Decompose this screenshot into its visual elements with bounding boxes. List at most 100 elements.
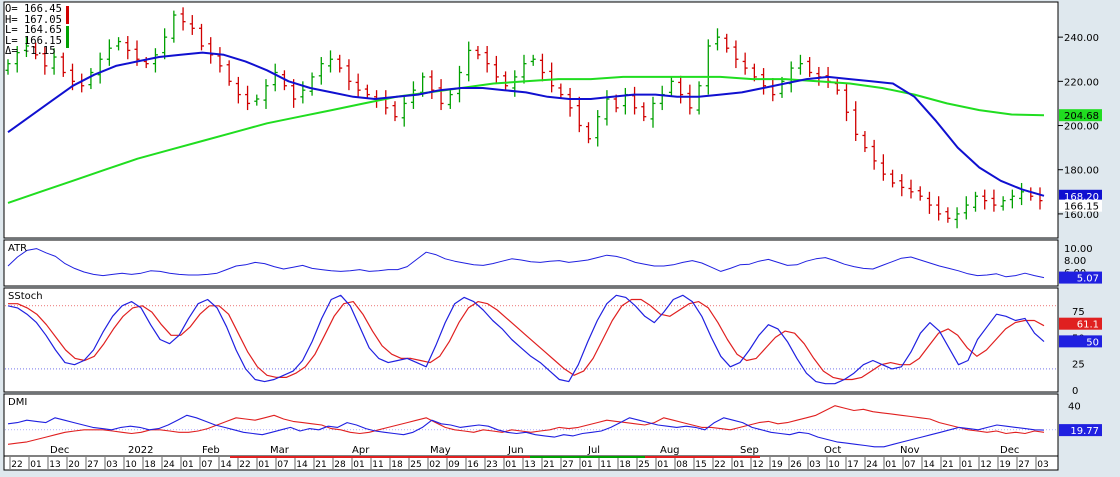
sstoch-d-value-tag: 61.1: [1077, 320, 1099, 331]
x-month-label: May: [430, 445, 451, 456]
x-day-label: 01: [353, 460, 364, 470]
x-day-label: 27: [562, 460, 573, 470]
x-day-label: 16: [467, 460, 479, 470]
price-tick-label: 220.00: [1064, 77, 1099, 88]
x-day-label: 01: [581, 460, 592, 470]
last-price-tag-bg: [1059, 199, 1102, 212]
x-day-label: 02: [429, 460, 440, 470]
x-day-label: 13: [524, 460, 535, 470]
x-day-label: 21: [315, 460, 326, 470]
dmi-panel: [3, 393, 1059, 457]
x-day-label: 18: [144, 460, 156, 470]
x-month-label: Feb: [202, 445, 220, 456]
x-day-label: 03: [809, 460, 820, 470]
moving-average-fast-line: [7, 51, 1045, 197]
ma-slow-value-tag-bg: [1059, 109, 1102, 122]
x-day-label: 26: [790, 460, 802, 470]
x-day-label: 18: [391, 460, 403, 470]
ohlc-change: Δ= -1.15: [5, 45, 56, 58]
x-month-label: Aug: [660, 445, 680, 456]
x-day-label: 13: [49, 460, 60, 470]
x-day-label: 10: [125, 460, 137, 470]
sstoch-panel-label: SStoch: [8, 291, 43, 302]
ma-slow-value-tag: 204.68: [1064, 111, 1099, 122]
sstoch-d-line: [8, 298, 1045, 381]
price-tick-label: 240.00: [1064, 33, 1099, 44]
x-axis-labels: Dec 2022 Feb Mar Apr May Jun Jul Aug Sep Oct Nov Dec…: [9, 445, 1049, 470]
atr-tick-label: 10.00: [1064, 244, 1093, 255]
sstoch-d-value-tag-bg: [1059, 317, 1102, 330]
x-day-label: 01: [885, 460, 896, 470]
price-axis: 240.00 220.00 200.00 180.00 160.00 204.68 168.…: [66, 6, 1102, 221]
x-day-label: 14: [923, 460, 935, 470]
x-day-label: 24: [163, 460, 175, 470]
price-panel: [3, 1, 1059, 239]
ohlc-open: O= 166.45: [5, 3, 62, 15]
dmi-series: 40 19.77: [5, 402, 1102, 448]
atr-panel: [3, 239, 1059, 287]
x-day-label: 03: [1037, 460, 1048, 470]
x-day-label: 01: [258, 460, 269, 470]
x-day-label: 01: [733, 460, 744, 470]
price-tick-label: 200.00: [1064, 122, 1099, 133]
x-day-label: 01: [30, 460, 41, 470]
x-day-label: 27: [87, 460, 98, 470]
ohlc-readout: O= 166.45 H= 167.05 L= 164.65 L= 166.15 …: [5, 4, 62, 57]
x-day-label: 01: [961, 460, 972, 470]
x-day-label: 07: [277, 460, 288, 470]
x-day-label: 20: [68, 460, 80, 470]
x-day-label: 10: [828, 460, 840, 470]
sstoch-k-value-tag: 50: [1086, 337, 1099, 348]
x-day-label: 11: [600, 460, 611, 470]
x-day-label: 27: [1018, 460, 1029, 470]
x-month-label: 2022: [128, 445, 153, 456]
sstoch-tick-label: 25: [1072, 360, 1085, 371]
date-axis-range-marker-green: [530, 456, 645, 458]
price-bars: [5, 7, 1043, 229]
price-moving-averages: [7, 51, 1045, 204]
date-axis-range-marker-red: [230, 456, 760, 458]
sstoch-k-value-tag-bg: [1059, 335, 1102, 348]
x-day-label: 22: [11, 460, 22, 470]
moving-average-slow-line: [7, 75, 1045, 204]
x-day-label: 22: [239, 460, 250, 470]
x-month-label: Jun: [507, 445, 524, 456]
x-month-label: Dec: [1000, 445, 1019, 456]
atr-value-tag-bg: [1059, 271, 1102, 284]
x-day-label: 15: [695, 460, 706, 470]
x-month-label: Mar: [270, 445, 290, 456]
atr-panel-label: ATR: [8, 243, 27, 254]
x-day-label: 22: [714, 460, 725, 470]
x-day-label: 01: [182, 460, 193, 470]
x-month-label: Sep: [740, 445, 759, 456]
atr-tick-label: 8.00: [1064, 256, 1086, 267]
x-day-label: 21: [942, 460, 953, 470]
x-day-label: 19: [771, 460, 783, 470]
price-tick-label: 160.00: [1064, 210, 1099, 221]
dmi-panel-label: DMI: [8, 397, 27, 408]
x-day-label: 18: [619, 460, 631, 470]
sstoch-k-line: [7, 294, 1045, 385]
x-day-label: 23: [486, 460, 497, 470]
x-day-label: 12: [752, 460, 763, 470]
dmi-minus-di-line: [7, 405, 1045, 445]
x-day-label: 07: [201, 460, 212, 470]
x-day-label: 09: [448, 460, 460, 470]
readout-down-marker: [66, 6, 69, 24]
x-day-label: 01: [505, 460, 516, 470]
x-month-label: Oct: [824, 445, 841, 456]
dmi-plus-di-line: [7, 414, 1045, 448]
dmi-value-tag: 19.77: [1070, 426, 1099, 437]
ohlc-high: H= 167.05: [5, 13, 62, 26]
sstoch-series: 755025061.150: [5, 294, 1102, 397]
atr-series: 10.008.006.005.07: [7, 244, 1102, 285]
x-day-label: 19: [999, 460, 1011, 470]
x-day-label: 14: [220, 460, 232, 470]
ma-fast-value-tag: 168.20: [1064, 192, 1099, 203]
ohlc-last: L= 166.15: [5, 34, 62, 47]
x-day-label: 11: [372, 460, 383, 470]
x-day-label: 01: [657, 460, 668, 470]
x-day-label: 21: [543, 460, 554, 470]
dmi-value-tag-bg: [1059, 424, 1102, 437]
